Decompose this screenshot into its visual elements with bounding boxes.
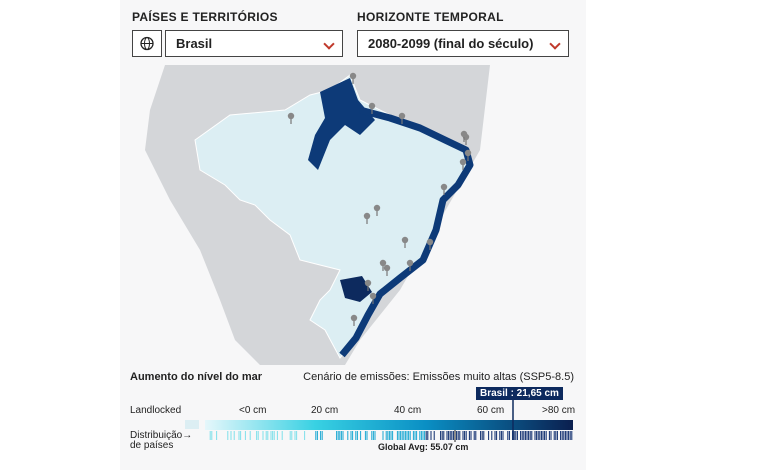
flood-region [340, 276, 372, 302]
flood-region [308, 78, 375, 170]
horizon-dropdown[interactable]: 2080-2099 (final do século) [357, 30, 569, 57]
country-value: Brasil [176, 36, 213, 51]
scale-label: >80 cm [542, 405, 576, 416]
scenario: Cenário de emissões: Emissões muito alta… [303, 371, 574, 383]
scale-label: <0 cm [239, 405, 267, 416]
distribution-line: de países [130, 440, 174, 451]
legend-title: Aumento do nível do mar [130, 371, 263, 383]
pin [368, 102, 376, 110]
pin [379, 259, 387, 267]
pin [383, 264, 391, 272]
pin [401, 236, 409, 244]
horizon-value: 2080-2099 (final do século) [368, 36, 534, 51]
pin [364, 279, 372, 287]
distribution-label: Distribuição→ de países [130, 430, 193, 451]
pin [350, 314, 358, 322]
flood-coast [339, 106, 474, 358]
country-dropdown[interactable]: Brasil [165, 30, 343, 57]
pin [459, 158, 467, 166]
scale-label: 40 cm [394, 405, 422, 416]
pin [406, 259, 414, 267]
pin [373, 204, 381, 212]
pin [349, 72, 357, 80]
pin [460, 130, 468, 138]
pin [287, 112, 295, 120]
globe-button[interactable] [132, 30, 162, 57]
pin [464, 149, 472, 157]
scale-label: 20 cm [311, 405, 339, 416]
horizon-label: HORIZONTE TEMPORAL [357, 10, 504, 24]
country-label: PAÍSES E TERRITÓRIOS [132, 10, 278, 24]
distribution-line: Distribuição [130, 430, 183, 441]
pin [369, 292, 377, 300]
pin [426, 238, 434, 246]
pin [363, 212, 371, 220]
globe-icon [140, 36, 154, 51]
pin [398, 112, 406, 120]
landlocked-label: Landlocked [130, 405, 182, 416]
scale-label: 60 cm [477, 405, 505, 416]
pin [440, 183, 448, 191]
global-avg: Global Avg: 55.07 cm [378, 442, 469, 452]
country-marker-label: Brasil : 21,65 cm [476, 387, 563, 400]
